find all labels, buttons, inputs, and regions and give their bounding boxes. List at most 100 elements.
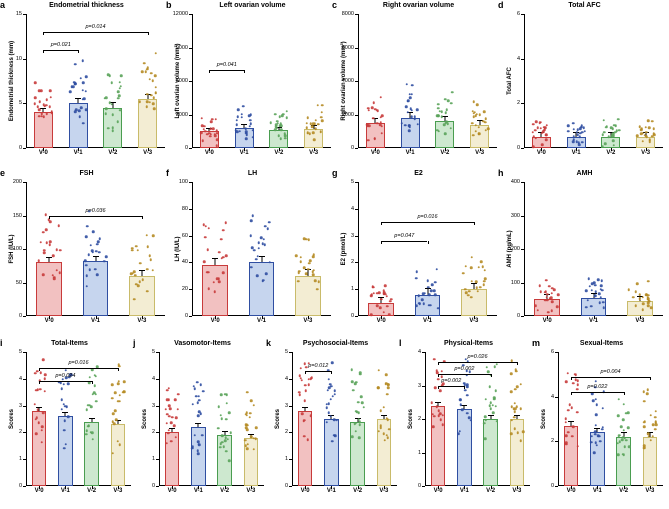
scatter-dot — [321, 120, 324, 123]
xticklabel: V-0 — [301, 488, 310, 494]
scatter-dot — [245, 133, 248, 136]
scatter-dot — [603, 307, 606, 310]
scatter-dot — [380, 424, 383, 427]
yticklabel: 5 — [19, 349, 22, 355]
scatter-dot — [119, 87, 122, 90]
scatter-dot — [476, 104, 479, 107]
scatter-dot — [55, 269, 58, 272]
scatter-dot — [646, 393, 649, 396]
scatter-dot — [204, 236, 207, 239]
ytick — [422, 419, 425, 420]
scatter-dot — [623, 445, 626, 448]
scatter-dot — [510, 405, 513, 408]
xticklabel: V-0 — [543, 318, 552, 324]
scatter-dot — [34, 418, 37, 421]
scatter-dot — [576, 445, 579, 448]
scatter-dot — [411, 109, 414, 112]
scatter-dot — [574, 378, 577, 381]
ytick — [189, 14, 192, 15]
scatter-dot — [244, 127, 247, 130]
scatter-dot — [565, 442, 568, 445]
scatter-dot — [377, 430, 380, 433]
scatter-dot — [595, 444, 598, 447]
scatter-dot — [255, 258, 258, 261]
scatter-dot — [519, 383, 522, 386]
scatter-dot — [45, 242, 48, 245]
scatter-dot — [436, 129, 439, 132]
figure: aEndometrial thicknessEndometrial thickn… — [0, 0, 669, 509]
ytick — [422, 352, 425, 353]
scatter-dot — [120, 75, 123, 78]
scatter-dot — [137, 249, 140, 252]
scatter-dot — [298, 394, 301, 397]
scatter-dot — [251, 214, 254, 217]
scatter-dot — [368, 109, 371, 112]
scatter-dot — [387, 436, 390, 439]
scatter-dot — [203, 224, 206, 227]
scatter-dot — [154, 74, 157, 77]
scatter-dot — [534, 129, 537, 132]
scatter-dot — [651, 135, 654, 138]
scatter-dot — [317, 104, 320, 107]
sig-tick — [148, 32, 149, 35]
scatter-dot — [34, 372, 37, 375]
ytick — [189, 115, 192, 116]
yticklabel: 2 — [551, 438, 554, 444]
scatter-dot — [351, 381, 354, 384]
xticklabel: V-1 — [61, 488, 70, 494]
scatter-dot — [85, 235, 88, 238]
scatter-dot — [516, 431, 519, 434]
scatter-dot — [152, 102, 155, 105]
panel-letter: i — [0, 338, 3, 348]
scatter-dot — [551, 287, 554, 290]
scatter-dot — [622, 429, 625, 432]
plot-area: Scores012345V-0V-1V-2V-3p=0.012 — [292, 352, 397, 486]
sig-bracket — [571, 377, 650, 378]
scatter-dot — [40, 371, 43, 374]
sig-tick — [381, 241, 382, 244]
scatter-dot — [572, 382, 575, 385]
scatter-dot — [34, 403, 37, 406]
ytick — [521, 249, 524, 250]
yticklabel: 60 — [182, 233, 188, 239]
ytick — [555, 397, 558, 398]
xticklabel: V-3 — [512, 488, 521, 494]
scatter-dot — [410, 115, 413, 118]
ytick — [289, 459, 292, 460]
scatter-dot — [565, 434, 568, 437]
scatter-dot — [203, 260, 206, 263]
scatter-dot — [612, 140, 615, 143]
scatter-dot — [380, 427, 383, 430]
panel-title: Sexual-Items — [536, 340, 667, 347]
errorbar-cap — [195, 423, 201, 424]
scatter-dot — [38, 109, 41, 112]
scatter-dot — [648, 126, 651, 129]
scatter-dot — [644, 126, 647, 129]
scatter-dot — [45, 98, 48, 101]
scatter-dot — [306, 122, 309, 125]
scatter-dot — [536, 309, 539, 312]
ytick — [23, 352, 26, 353]
scatter-dot — [225, 402, 228, 405]
scatter-dot — [363, 406, 366, 409]
scatter-dot — [215, 118, 218, 121]
y-label: Endometrial thickness (mm) — [9, 41, 15, 121]
scatter-dot — [197, 401, 200, 404]
scatter-dot — [385, 382, 388, 385]
ytick — [355, 209, 358, 210]
sig-tick — [474, 222, 475, 225]
scatter-dot — [79, 77, 82, 80]
scatter-dot — [314, 127, 317, 130]
errorbar — [261, 256, 262, 263]
ytick — [355, 115, 358, 116]
scatter-dot — [276, 122, 279, 125]
scatter-dot — [255, 427, 258, 430]
scatter-dot — [90, 431, 93, 434]
scatter-dot — [605, 126, 608, 129]
yticklabel: 12000 — [173, 11, 188, 17]
sig-label: p=0.022 — [587, 384, 607, 390]
scatter-dot — [513, 402, 516, 405]
scatter-dot — [223, 446, 226, 449]
xticklabel: V-2 — [440, 150, 449, 156]
scatter-dot — [545, 279, 548, 282]
